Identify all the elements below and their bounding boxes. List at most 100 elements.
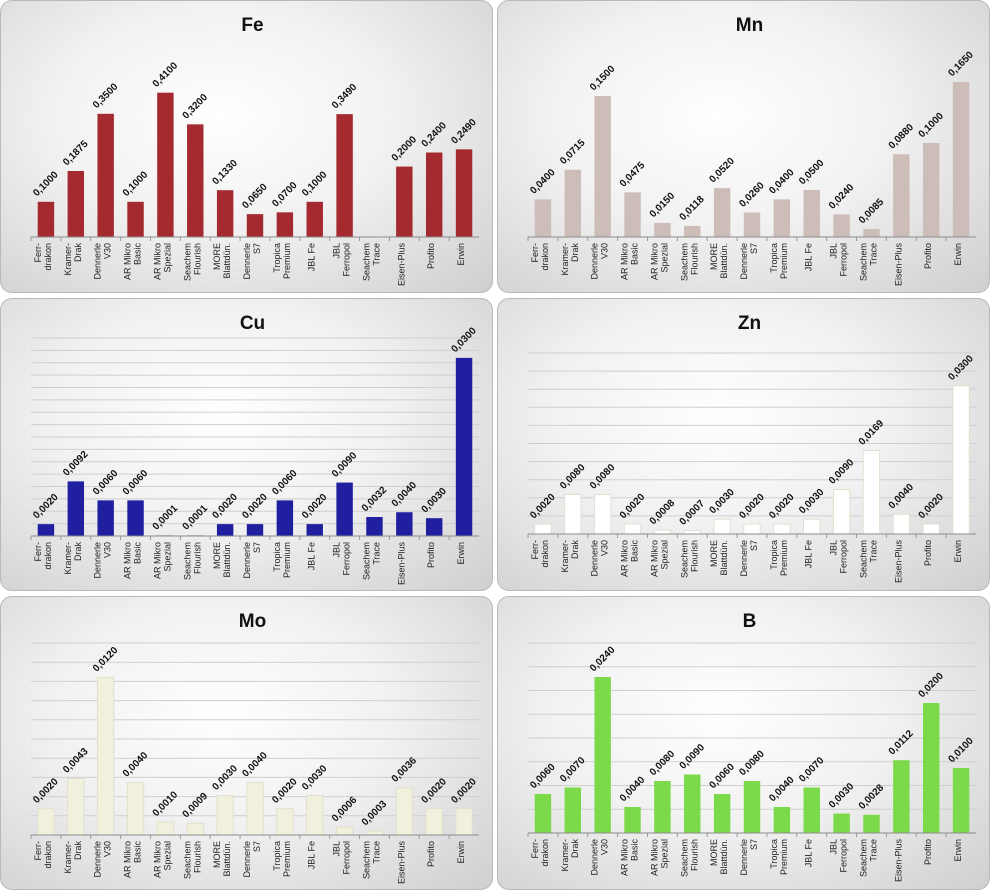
category-label: MORE — [212, 243, 222, 270]
category-label: Dennerle — [739, 243, 749, 280]
category-label: AR Mikro — [620, 540, 630, 577]
category-label: S7 — [749, 243, 759, 254]
bar — [455, 149, 473, 237]
category-label: S7 — [749, 839, 759, 850]
category-label: Ferr- — [33, 243, 43, 263]
category-label: Seachem — [679, 243, 689, 281]
category-label: Eisen-Plus — [893, 839, 903, 883]
category-label: Blattdün. — [222, 841, 232, 877]
category-label: Tropica — [769, 839, 779, 869]
category-label: Kramer- — [63, 841, 73, 874]
data-label: 0,4100 — [151, 60, 181, 90]
category-label: AR Mikro — [620, 243, 630, 280]
data-label: 0,0020 — [210, 492, 240, 522]
category-label: JBL — [332, 542, 342, 558]
bar — [37, 808, 55, 836]
bar — [37, 524, 55, 536]
category-label: Seachem — [361, 243, 371, 281]
chart-panel-fe: Fe 0,1000 Ferr-drakon 0,1875 Kramer- Drak 0,35… — [0, 0, 493, 293]
category-label: JBL — [332, 243, 342, 259]
bar — [624, 807, 641, 833]
data-label: 0,0060 — [270, 468, 300, 498]
category-label: Flourish — [192, 841, 202, 873]
data-label: 0,0060 — [121, 468, 151, 498]
data-label: 0,0020 — [31, 776, 61, 806]
data-label: 0,1000 — [121, 169, 151, 199]
category-label: S7 — [252, 542, 262, 553]
data-label: 0,0040 — [767, 774, 797, 804]
category-label: AR Mikro — [649, 540, 659, 577]
data-label: 0,0400 — [767, 167, 797, 197]
category-label: Dennerle — [242, 542, 252, 579]
category-label: Profito — [923, 540, 933, 566]
category-label: Ferr- — [530, 839, 540, 859]
category-label: Dennerle — [93, 243, 103, 280]
category-label: Profito — [426, 542, 436, 568]
category-label: Premium — [779, 243, 789, 279]
category-label: Ferropol — [839, 839, 849, 873]
data-label: 0,0475 — [618, 160, 648, 190]
data-label: 0,0520 — [707, 156, 737, 186]
bar — [684, 774, 701, 833]
category-label: Flourish — [192, 542, 202, 574]
data-label: 0,0300 — [946, 353, 976, 383]
bar — [157, 92, 174, 238]
category-label: Profito — [923, 243, 933, 269]
category-label: Blattdün. — [222, 542, 232, 578]
category-label: Erwin — [953, 540, 963, 563]
category-label: JBL — [829, 243, 839, 259]
category-label: Premium — [779, 839, 789, 875]
data-label: 0,1000 — [300, 169, 330, 199]
bar — [455, 808, 473, 836]
category-label: Drak — [73, 841, 83, 861]
bar — [863, 814, 880, 833]
chart-svg: Mn 0,0400 Ferr-drakon 0,0715 Kramer- Drak 0,15… — [527, 15, 976, 286]
category-label: S7 — [749, 540, 759, 551]
category-label: Blattdün. — [719, 839, 729, 875]
bar — [803, 518, 821, 535]
category-label: Tropica — [272, 841, 282, 871]
category-label: Ferr- — [33, 841, 43, 861]
data-label: 0,0100 — [946, 735, 976, 765]
category-label: Premium — [779, 540, 789, 576]
bar — [216, 524, 234, 536]
category-label: MORE — [709, 243, 719, 270]
bar — [892, 513, 911, 535]
data-label: 0,1650 — [946, 49, 976, 79]
data-label: 0,0028 — [857, 782, 887, 812]
bar — [593, 493, 612, 535]
chart-title: B — [743, 611, 757, 632]
data-label: 0,0070 — [797, 755, 827, 785]
category-label: Blattdün. — [222, 243, 232, 279]
data-label: 0,0700 — [270, 180, 300, 210]
bar — [803, 190, 820, 237]
category-label: Dennerle — [590, 243, 600, 280]
data-label: 0,0020 — [618, 492, 648, 522]
category-label: Premium — [282, 243, 292, 279]
category-label: S7 — [252, 243, 262, 254]
data-label: 0,0120 — [91, 645, 121, 675]
category-label: Kramer- — [63, 243, 73, 276]
bar — [833, 214, 850, 237]
bar — [276, 808, 294, 836]
category-label: drakon — [43, 542, 53, 570]
category-label: Kramer- — [63, 542, 73, 575]
data-label: 0,0060 — [528, 761, 558, 791]
data-label: 0,0715 — [558, 137, 588, 167]
category-label: Spezial — [659, 540, 669, 570]
data-label: 0,0040 — [618, 774, 648, 804]
category-label: Drak — [570, 839, 580, 859]
category-label: drakon — [540, 839, 550, 867]
data-label: 0,0080 — [737, 748, 767, 778]
category-label: Flourish — [689, 839, 699, 871]
category-label: MORE — [212, 542, 222, 569]
category-label: Premium — [282, 841, 292, 877]
category-label: AR Mikro — [123, 841, 133, 878]
bar — [97, 500, 114, 536]
data-label: 0,0500 — [797, 157, 827, 187]
data-label: 0,0020 — [300, 492, 330, 522]
category-label: drakon — [43, 841, 53, 869]
data-label: 0,3500 — [91, 81, 121, 111]
category-label: Basic — [133, 243, 143, 266]
bar — [246, 781, 264, 836]
